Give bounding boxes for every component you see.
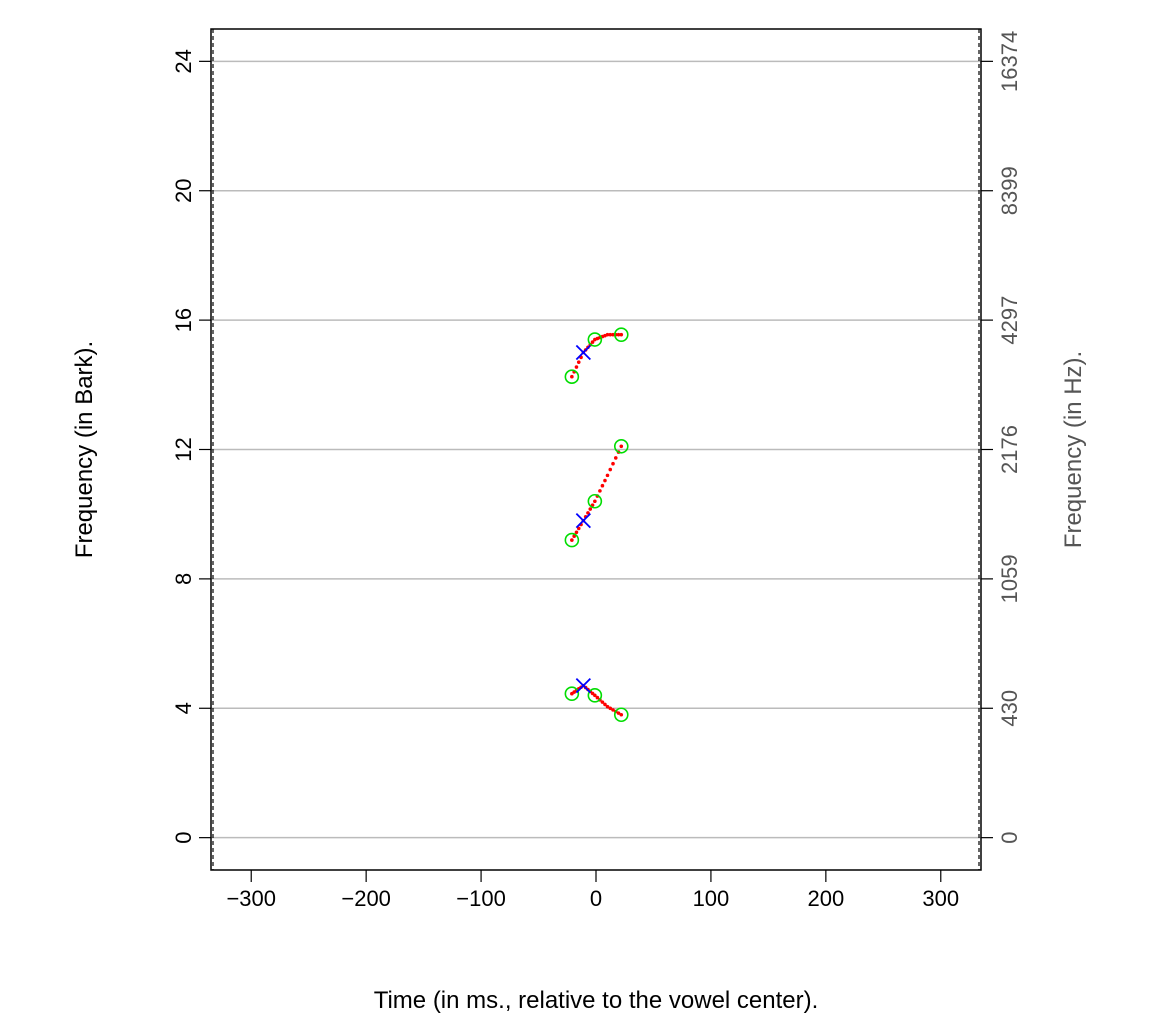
trajectory-dot (588, 507, 593, 511)
trajectory-dot (611, 461, 615, 466)
target-cross (575, 677, 591, 694)
trajectory-dot (600, 700, 605, 704)
trajectory-dot (593, 693, 597, 698)
trajectory-dot (576, 526, 581, 531)
y-right-tick-label: 1059 (997, 554, 1022, 603)
measurement-circle (587, 332, 603, 347)
y-right-tick-label: 2176 (997, 425, 1022, 474)
trajectory-dot (595, 695, 600, 700)
trajectory-dot (619, 712, 624, 717)
data-marks (564, 327, 629, 723)
trajectory-dot (603, 478, 607, 483)
grid-lines (211, 60, 981, 839)
trajectory-dot (605, 704, 610, 709)
x-tick-label: 0 (590, 886, 602, 911)
y-axis-left: 0 4 8 12 16 20 24 (171, 49, 211, 844)
target-cross (575, 513, 591, 529)
y-axis-right-title: Frequency (in Hz). (1060, 351, 1087, 548)
y-tick-label: 24 (171, 49, 196, 73)
trajectory-dot (608, 467, 613, 472)
trajectory-dot (598, 489, 602, 493)
y-tick-label: 4 (171, 702, 196, 714)
x-axis-title: Time (in ms., relative to the vowel cent… (374, 987, 819, 1014)
y-right-tick-label: 430 (997, 690, 1022, 727)
x-tick-label: −100 (456, 886, 506, 911)
x-axis: −300 −200 −100 0 100 200 300 (226, 870, 959, 911)
y-tick-label: 0 (171, 832, 196, 844)
trajectory-dot (603, 702, 607, 707)
y-tick-label: 20 (171, 178, 196, 202)
measurement-circle (587, 493, 603, 509)
trajectory-dot (600, 483, 605, 488)
x-tick-label: −300 (226, 886, 276, 911)
trajectory-dot (608, 706, 613, 711)
x-tick-label: 300 (922, 886, 959, 911)
measurement-circle (564, 686, 580, 702)
y-right-tick-label: 8399 (997, 166, 1022, 215)
trajectory-dot (590, 340, 595, 344)
measurement-circle (564, 532, 580, 548)
measurement-circle (564, 369, 580, 385)
y-tick-label: 16 (171, 308, 196, 332)
trajectory-dot (593, 499, 597, 504)
y-right-tick-label: 0 (997, 832, 1022, 844)
trajectory-dot (605, 332, 610, 337)
trajectory-dot (616, 711, 621, 715)
trajectory-dot (611, 708, 615, 712)
trajectory-dot (619, 332, 624, 337)
measurement-circle (613, 438, 629, 454)
x-tick-label: 100 (693, 886, 730, 911)
formant-track-3 (564, 327, 629, 385)
trajectory-dot (616, 332, 621, 337)
trajectory-dot (576, 360, 581, 364)
trajectory-dot (605, 473, 610, 478)
trajectory-dot (570, 538, 574, 542)
formant-track-1 (564, 677, 629, 723)
y-tick-label: 8 (171, 573, 196, 585)
y-right-tick-label: 16374 (997, 31, 1022, 92)
trajectory-dot (586, 511, 590, 515)
trajectory-dot (611, 332, 615, 337)
measurement-circle (613, 327, 629, 342)
trajectory-dot (570, 374, 574, 379)
trajectory-dot (619, 444, 624, 449)
x-tick-label: −200 (341, 886, 391, 911)
y-axis-title: Frequency (in Bark). (71, 341, 98, 558)
measurement-circle (613, 707, 629, 723)
trajectory-dot (574, 365, 579, 369)
trajectory-dot (608, 332, 613, 337)
x-tick-label: 200 (807, 886, 844, 911)
measurement-circle (587, 688, 603, 703)
y-right-tick-label: 4297 (997, 296, 1022, 345)
y-axis-right: 0 430 1059 2176 4297 8399 16374 (981, 31, 1022, 844)
trajectory-dot (613, 456, 618, 460)
y-tick-label: 12 (171, 437, 196, 461)
trajectory-dot (574, 530, 579, 535)
formant-track-2 (564, 438, 629, 548)
target-cross (575, 344, 591, 361)
